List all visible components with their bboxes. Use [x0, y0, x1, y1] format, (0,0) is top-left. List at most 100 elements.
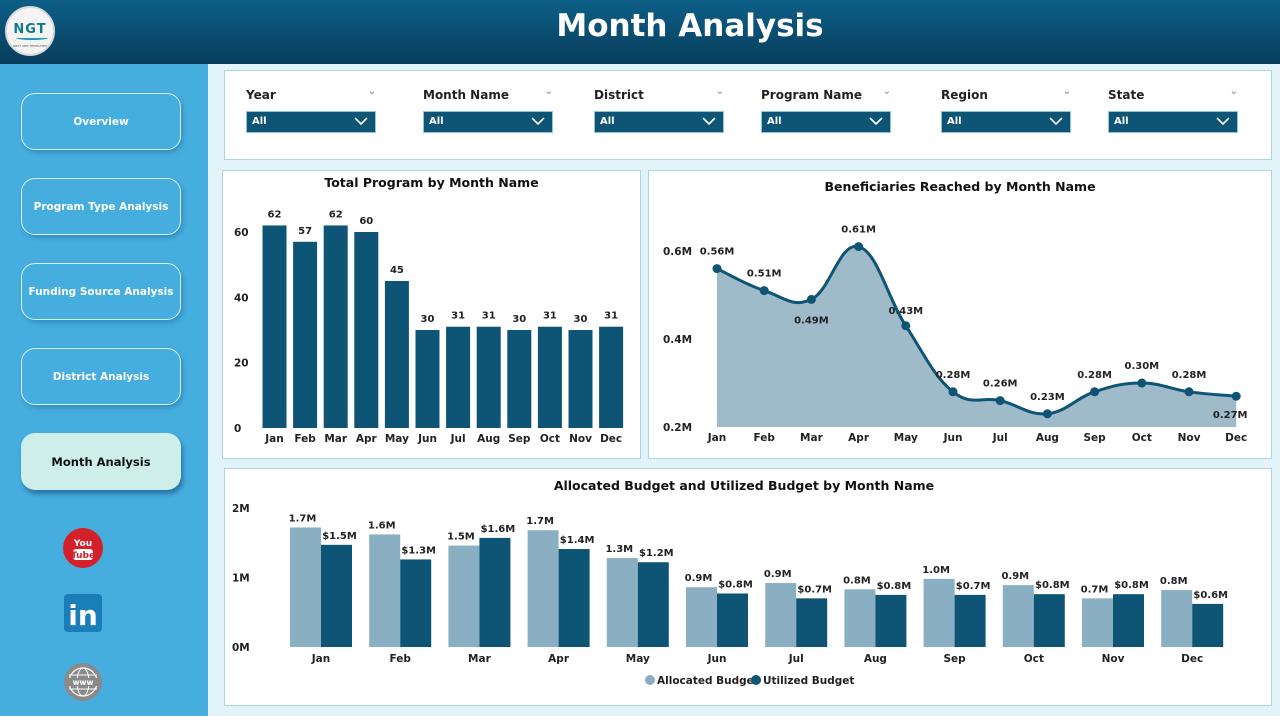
dropdown-value: All — [767, 116, 782, 127]
nav-program-type-analysis-button[interactable]: Program Type Analysis — [21, 178, 181, 235]
utilized-bar-aug — [875, 594, 907, 647]
utilized-bar-sep — [954, 594, 986, 647]
x-tick-label: Jan — [707, 432, 726, 444]
allocated-bar-oct — [1002, 585, 1034, 647]
bar-jun — [415, 329, 440, 428]
x-tick-label: Nov — [1102, 653, 1125, 665]
dropdown-value: All — [1114, 116, 1129, 127]
utilized-bar-jul — [796, 598, 828, 647]
x-tick-label: Aug — [477, 433, 500, 445]
allocated-bar-sep — [923, 578, 955, 647]
allocated-bar-mar — [448, 545, 480, 647]
utilized-bar-jun — [717, 593, 748, 647]
x-tick-label: Aug — [864, 653, 887, 665]
y-tick-label: 0.6M — [663, 246, 692, 258]
x-tick-label: Mar — [324, 433, 348, 445]
filter-program-name-dropdown[interactable]: All — [761, 111, 891, 133]
legend-allocated-marker — [645, 675, 655, 685]
bar-may — [384, 280, 409, 428]
filter-collapse-chevron-icon[interactable]: ⌄ — [1062, 86, 1071, 97]
utilized-bar-dec — [1192, 603, 1224, 647]
total-program-chart: 0 20 40 60 62 Jan 57 Feb 62 Mar 60 Apr 45 May 30 Jun 31 J… — [234, 209, 624, 445]
filter-collapse-chevron-icon[interactable]: ⌄ — [1229, 86, 1238, 97]
filter-state: State ⌄ All — [1108, 86, 1238, 133]
allocated-bar-jun — [686, 587, 717, 647]
x-tick-label: Jan — [311, 653, 330, 665]
chevron-down-icon — [1049, 117, 1063, 126]
filter-state-dropdown[interactable]: All — [1108, 111, 1238, 133]
data-label: 1.5M — [447, 532, 475, 543]
logo-subtext: NEXT GEN TEMPLATES — [13, 44, 47, 48]
page-title: Month Analysis — [556, 8, 824, 44]
y-tick-label: 0.2M — [663, 422, 692, 434]
data-point-may — [901, 321, 911, 331]
data-label: 0.56M — [700, 247, 735, 258]
allocated-bar-dec — [1161, 590, 1193, 647]
filter-year-dropdown[interactable]: All — [246, 111, 376, 133]
data-label: $0.8M — [1114, 580, 1149, 591]
filter-collapse-chevron-icon[interactable]: ⌄ — [544, 86, 553, 97]
filter-district-dropdown[interactable]: All — [594, 111, 724, 133]
chevron-down-icon — [531, 117, 545, 126]
x-tick-label: Sep — [1083, 432, 1106, 444]
allocated-bar-jan — [290, 527, 321, 647]
filter-collapse-chevron-icon[interactable]: ⌄ — [882, 86, 891, 97]
nav-month-analysis-button[interactable]: Month Analysis — [21, 433, 181, 490]
x-tick-label: May — [626, 653, 650, 665]
filter-collapse-chevron-icon[interactable]: ⌄ — [715, 86, 724, 97]
nav-overview-button[interactable]: Overview — [21, 93, 181, 150]
data-point-nov — [1184, 387, 1194, 397]
data-point-sep — [1090, 387, 1100, 397]
x-tick-label: Oct — [1024, 653, 1044, 665]
x-tick-label: Sep — [943, 653, 966, 665]
total-program-chart-title: Total Program by Month Name — [324, 175, 539, 190]
filter-label-text: Month Name — [423, 88, 509, 102]
data-label: 57 — [298, 226, 312, 237]
data-label: 0.30M — [1124, 361, 1159, 372]
y-tick-label: 0M — [232, 642, 250, 654]
x-tick-label: Dec — [1181, 653, 1203, 665]
company-logo: NGT NEXT GEN TEMPLATES — [5, 6, 55, 56]
y-tick-label: 20 — [234, 358, 249, 370]
utilized-bar-mar — [479, 537, 511, 647]
filter-month-name-dropdown[interactable]: All — [423, 111, 553, 133]
filter-collapse-chevron-icon[interactable]: ⌄ — [367, 86, 376, 97]
data-label: 31 — [451, 311, 465, 322]
data-point-aug — [1042, 409, 1052, 419]
svg-text:in: in — [68, 599, 98, 632]
filter-region-dropdown[interactable]: All — [941, 111, 1071, 133]
bar-nov — [568, 329, 593, 428]
youtube-icon[interactable]: You Tube — [63, 528, 103, 568]
x-tick-label: Oct — [1132, 432, 1152, 444]
bar-jan — [262, 225, 287, 428]
logo-text: NGT — [13, 22, 47, 37]
filter-month-name: Month Name ⌄ All — [423, 86, 553, 133]
x-tick-label: Feb — [754, 432, 776, 444]
legend-utilized-marker — [751, 675, 761, 685]
data-label: 0.8M — [1160, 576, 1188, 587]
bar-jul — [446, 326, 471, 428]
data-label: $0.8M — [877, 581, 912, 592]
y-tick-label: 2M — [232, 503, 250, 515]
filter-district-label: District ⌄ — [594, 86, 724, 106]
x-tick-label: Jun — [417, 433, 437, 445]
nav-district-analysis-button[interactable]: District Analysis — [21, 348, 181, 405]
y-tick-label: 0.4M — [663, 334, 692, 346]
data-label: $1.5M — [322, 531, 357, 542]
data-label: $0.8M — [1035, 580, 1070, 591]
filter-region: Region ⌄ All — [941, 86, 1071, 133]
data-label: 31 — [604, 311, 618, 322]
globe-icon[interactable]: www — [63, 662, 103, 702]
data-label: 0.9M — [1001, 571, 1029, 582]
linkedin-icon[interactable]: in — [63, 593, 103, 633]
x-tick-label: Jan — [264, 433, 283, 445]
nav-funding-source-analysis-button[interactable]: Funding Source Analysis — [21, 263, 181, 320]
x-tick-label: Dec — [600, 433, 622, 445]
filter-region-label: Region ⌄ — [941, 86, 1071, 106]
beneficiaries-chart-title: Beneficiaries Reached by Month Name — [824, 179, 1096, 194]
bar-apr — [354, 231, 379, 428]
utilized-bar-jan — [321, 544, 352, 647]
legend-allocated-label: Allocated Budget — [657, 675, 759, 687]
utilized-bar-nov — [1113, 594, 1144, 647]
x-tick-label: Apr — [548, 653, 570, 665]
